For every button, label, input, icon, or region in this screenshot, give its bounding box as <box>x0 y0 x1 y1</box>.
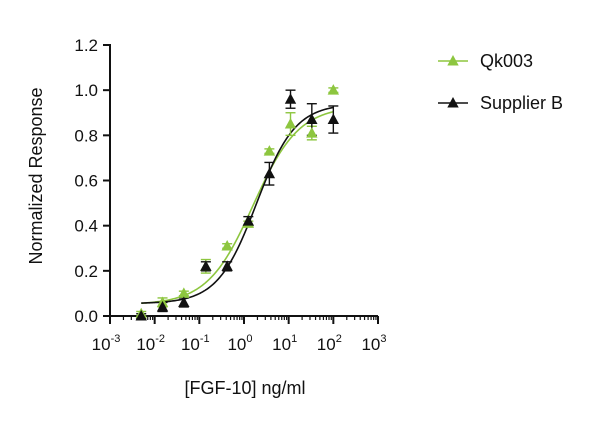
x-tick-label: 100 <box>227 333 252 354</box>
y-tick-label: 0.0 <box>74 307 98 326</box>
legend-marker-supplier-b <box>447 97 459 108</box>
x-tick-label: 10-2 <box>136 333 165 354</box>
data-point-qk003 <box>178 287 190 298</box>
data-point-supplier-b <box>263 167 276 179</box>
data-point-supplier-b <box>221 260 233 271</box>
fit-curve-supplier-b <box>141 106 334 304</box>
y-tick-label: 0.2 <box>74 262 98 281</box>
data-point-qk003 <box>263 145 276 156</box>
legend-entry-supplier-b: Supplier B <box>438 93 563 113</box>
data-point-supplier-b <box>200 260 212 271</box>
y-tick-label: 0.8 <box>74 126 98 145</box>
legend-label-qk003: Qk003 <box>480 51 533 71</box>
data-point-qk003 <box>306 127 318 138</box>
legend-marker-qk003 <box>447 55 459 66</box>
axes: 0.0 0.2 0.4 0.6 0.8 1.0 1.2 10-3 10-2 10-1 100 101 1… <box>74 36 386 354</box>
y-tick-label: 1.2 <box>74 36 98 55</box>
data-point-qk003 <box>284 118 297 129</box>
data-points <box>135 84 340 321</box>
x-tick-label: 10-1 <box>181 333 210 354</box>
y-tick-label: 0.6 <box>74 172 98 191</box>
data-point-supplier-b <box>156 300 169 312</box>
x-tick-label: 102 <box>317 333 342 354</box>
x-tick-label: 103 <box>361 333 386 354</box>
x-axis-title: [FGF-10] ng/ml <box>184 378 305 398</box>
y-tick-label: 1.0 <box>74 81 98 100</box>
data-point-supplier-b <box>242 215 255 226</box>
fit-curves <box>141 106 334 305</box>
fit-curve-qk003 <box>141 110 334 305</box>
data-point-supplier-b <box>284 93 297 104</box>
data-point-qk003 <box>327 84 340 95</box>
data-point-supplier-b <box>135 310 147 321</box>
legend: Qk003 Supplier B <box>438 51 563 113</box>
legend-entry-qk003: Qk003 <box>438 51 533 71</box>
data-point-supplier-b <box>327 113 340 125</box>
x-tick-label: 101 <box>272 333 297 354</box>
x-tick-label: 10-3 <box>92 333 121 354</box>
data-point-supplier-b <box>306 113 318 125</box>
y-axis-title: Normalized Response <box>26 87 46 264</box>
data-point-qk003 <box>221 239 233 251</box>
legend-label-supplier-b: Supplier B <box>480 93 563 113</box>
y-tick-label: 0.4 <box>74 217 98 236</box>
data-point-supplier-b <box>178 296 190 307</box>
